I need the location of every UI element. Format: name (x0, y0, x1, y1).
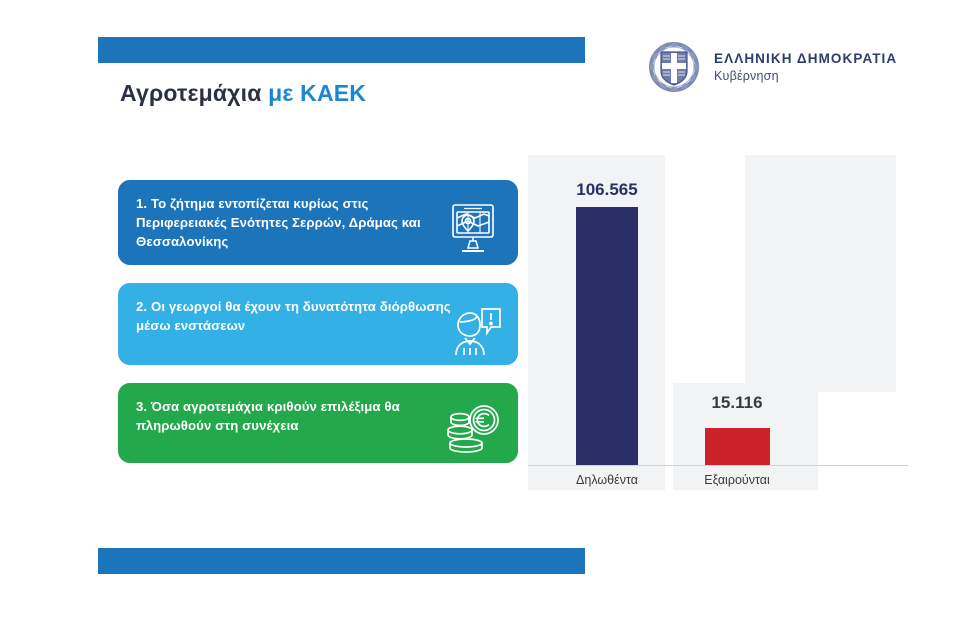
info-card-2: 2. Οι γεωργοί θα έχουν τη δυνατότητα διό… (118, 283, 518, 365)
bar-value-declared: 106.565 (576, 180, 638, 199)
bar-declared (576, 207, 638, 465)
info-card-1-text: 1. Το ζήτημα εντοπίζεται κυρίως στις Περ… (136, 196, 421, 250)
euro-coins-stack-icon (447, 405, 499, 453)
info-card-3-text: 3. Όσα αγροτεμάχια κριθούν επιλέξιμα θα … (136, 399, 400, 434)
page-title: Αγροτεμάχια με ΚΑΕΚ (120, 80, 366, 107)
bar-chart: 106.565 15.116 Δηλωθέντα Εξαιρούνται (528, 155, 908, 490)
logo-subtitle: Κυβέρνηση (714, 69, 779, 83)
info-card-list: 1. Το ζήτημα εντοπίζεται κυρίως στις Περ… (118, 180, 518, 463)
bar-label-excluded: Εξαιρούνται (704, 473, 770, 487)
top-accent-bar (98, 37, 585, 63)
bar-value-excluded: 15.116 (711, 393, 763, 412)
monitor-map-pin-icon (452, 204, 494, 252)
logo-text-block: ΕΛΛΗΝΙΚΗ ΔΗΜΟΚΡΑΤΙΑ Κυβέρνηση (714, 51, 897, 83)
page-title-accent: με ΚΑΕΚ (268, 80, 367, 106)
bottom-accent-bar (98, 548, 585, 574)
info-card-1: 1. Το ζήτημα εντοπίζεται κυρίως στις Περ… (118, 180, 518, 265)
logo-country-name: ΕΛΛΗΝΙΚΗ ΔΗΜΟΚΡΑΤΙΑ (714, 51, 898, 66)
person-speech-bubble-alert-icon (455, 308, 501, 356)
chart-panel-right (745, 155, 896, 392)
greek-coat-of-arms-icon (649, 42, 699, 92)
chart-baseline-axis (528, 465, 908, 466)
bar-excluded (705, 428, 770, 465)
page-title-main: Αγροτεμάχια (120, 80, 262, 106)
bar-label-declared: Δηλωθέντα (576, 473, 638, 487)
info-card-2-text: 2. Οι γεωργοί θα έχουν τη δυνατότητα διό… (136, 299, 451, 334)
info-card-3: 3. Όσα αγροτεμάχια κριθούν επιλέξιμα θα … (118, 383, 518, 463)
government-logo: ΕΛΛΗΝΙΚΗ ΔΗΜΟΚΡΑΤΙΑ Κυβέρνηση (648, 38, 898, 96)
